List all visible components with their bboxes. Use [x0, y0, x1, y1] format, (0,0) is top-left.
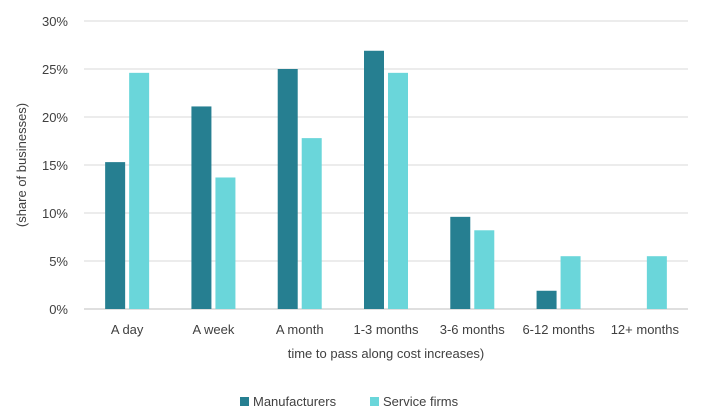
legend-label: Service firms	[383, 394, 459, 409]
legend-label: Manufacturers	[253, 394, 337, 409]
bar-service-firms	[215, 177, 236, 309]
bar-service-firms	[560, 256, 581, 309]
x-tick-label: 1-3 months	[353, 322, 419, 337]
y-tick-label: 10%	[42, 206, 68, 221]
y-tick-label: 15%	[42, 158, 68, 173]
x-tick-label: 6-12 months	[522, 322, 595, 337]
bar-manufacturers	[277, 69, 298, 309]
bar-manufacturers	[364, 50, 384, 309]
bar-manufacturers	[191, 106, 212, 309]
bar-manufacturers	[450, 216, 471, 309]
x-axis-ticks: A day A week A month 1-3 months 3-6 months 6-…	[111, 322, 680, 337]
bars	[105, 50, 667, 309]
x-tick-label: A day	[111, 322, 144, 337]
y-axis-ticks: 0% 5% 10% 15% 20% 25% 30%	[42, 14, 68, 317]
x-tick-label: A week	[192, 322, 234, 337]
y-tick-label: 25%	[42, 62, 68, 77]
x-tick-label: 3-6 months	[440, 322, 506, 337]
legend-swatch	[240, 397, 249, 406]
bar-service-firms	[646, 256, 667, 309]
bar-service-firms	[129, 72, 150, 309]
y-tick-label: 20%	[42, 110, 68, 125]
bar-service-firms	[301, 138, 322, 309]
bar-service-firms	[474, 230, 495, 309]
bar-manufacturers	[536, 290, 557, 309]
legend: Manufacturers Service firms	[240, 394, 459, 409]
gridlines	[84, 20, 688, 310]
y-tick-label: 0%	[49, 302, 68, 317]
x-axis-label: time to pass along cost increases)	[288, 346, 485, 361]
bar-manufacturers	[105, 162, 126, 309]
y-tick-label: 30%	[42, 14, 68, 29]
y-tick-label: 5%	[49, 254, 68, 269]
bar-service-firms	[388, 72, 408, 309]
legend-swatch	[370, 397, 379, 406]
x-tick-label: 12+ months	[611, 322, 680, 337]
x-tick-label: A month	[276, 322, 324, 337]
y-axis-label: (share of businesses)	[14, 103, 29, 227]
